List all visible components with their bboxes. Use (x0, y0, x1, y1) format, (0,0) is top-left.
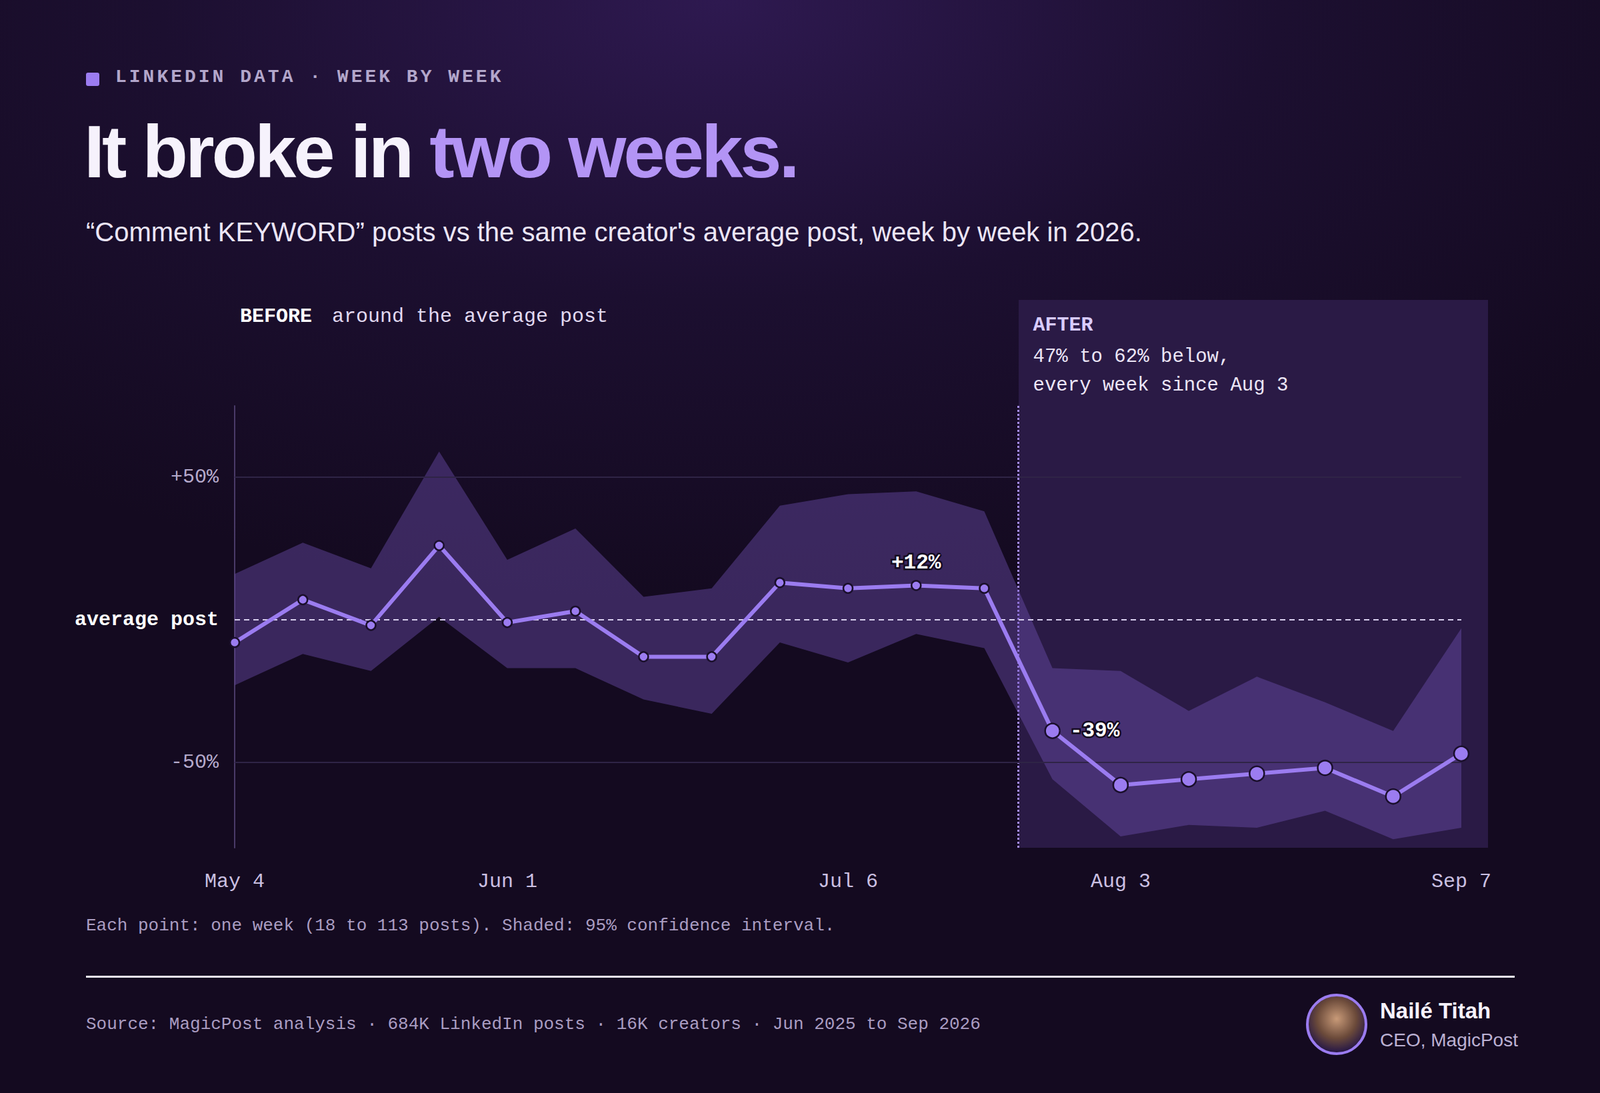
svg-text:Jun 1: Jun 1 (477, 870, 538, 894)
svg-text:Jul 6: Jul 6 (818, 870, 878, 894)
html-text:CEO, MagicPost: CEO, MagicPost (1380, 1030, 1518, 1051)
svg-text:Sep 7: Sep 7 (1431, 870, 1492, 894)
html-text:Each point: one week (18 to 11: Each point: one week (18 to 113 posts). … (86, 916, 835, 936)
html-text:47% to 62% below,: 47% to 62% below, (1033, 346, 1231, 368)
svg-text:average post: average post (74, 608, 219, 632)
svg-text:May 4: May 4 (204, 870, 265, 894)
html-text:AFTER: AFTER (1033, 314, 1094, 337)
html-text:BEFORE: BEFORE (240, 305, 312, 328)
html-text:“Comment KEYWORD” posts vs the: “Comment KEYWORD” posts vs the same crea… (86, 217, 1142, 247)
svg-text:-50%: -50% (170, 751, 220, 774)
svg-text:-39%: -39% (1070, 719, 1120, 743)
html-text:Nailé Titah: Nailé Titah (1380, 998, 1491, 1024)
html-text:Source: MagicPost analysis · 6: Source: MagicPost analysis · 684K Linked… (86, 1014, 981, 1035)
svg-text:+50%: +50% (170, 466, 220, 489)
html-text:LINKEDIN DATA · WEEK BY WEEK: LINKEDIN DATA · WEEK BY WEEK (115, 66, 504, 88)
html-text:It broke in two weeks.: It broke in two weeks. (84, 110, 798, 194)
svg-text:Aug 3: Aug 3 (1090, 870, 1151, 894)
html-text:every week since Aug 3: every week since Aug 3 (1033, 374, 1289, 397)
svg-text:+12%: +12% (891, 551, 942, 575)
html-text:around the average post: around the average post (332, 305, 609, 328)
